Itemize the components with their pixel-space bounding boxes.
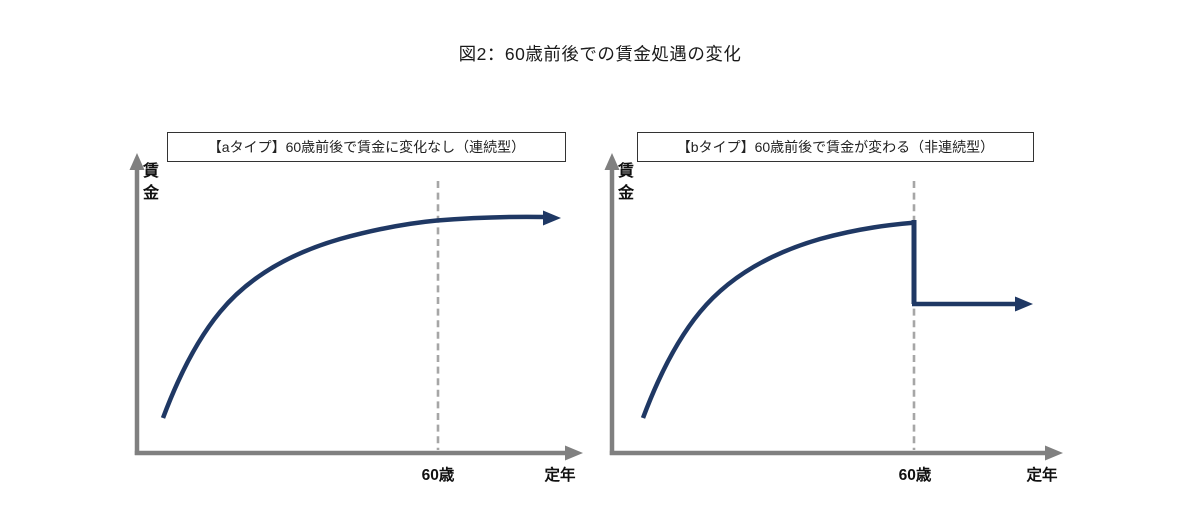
- panel-a-wage-curve-arrowhead: [543, 210, 561, 226]
- panel-b-wage-curve: [640, 220, 917, 419]
- panel-b-y-axis-arrowhead: [604, 153, 620, 170]
- panel-a-header-box: 【aタイプ】60歳前後で賃金に変化なし（連続型）: [167, 132, 566, 162]
- panel-b-x-tick-label-60: 60歳: [898, 467, 932, 484]
- panel-a-y-axis-label: 賃金: [143, 163, 160, 203]
- panel-b-plot: [604, 153, 1063, 461]
- figure-title: 図2：60歳前後での賃金処遇の変化: [458, 44, 742, 64]
- panel-a-x-axis-arrowhead: [565, 445, 583, 461]
- panel-a-plot: [129, 153, 583, 461]
- panel-a-x-tick-label-60: 60歳: [421, 467, 455, 484]
- panel-b-x-end-label: 定年: [1026, 467, 1058, 484]
- panel-b-header-box: 【bタイプ】60歳前後で賃金が変わる（非連続型）: [637, 132, 1034, 162]
- panel-a-header-label: 【aタイプ】60歳前後で賃金に変化なし（連続型）: [207, 139, 526, 155]
- panel-a-x-end-label: 定年: [544, 467, 576, 484]
- panel-b-y-axis-label: 賃金: [618, 163, 635, 203]
- panel-b-x-axis-arrowhead: [1045, 445, 1063, 461]
- panel-a-y-axis-arrowhead: [129, 153, 145, 170]
- panel-b-post-60-wage-arrowhead: [1015, 296, 1033, 312]
- panel-a-wage-curve: [160, 214, 545, 419]
- panel-b-header-label: 【bタイプ】60歳前後で賃金が変わる（非連続型）: [676, 139, 995, 155]
